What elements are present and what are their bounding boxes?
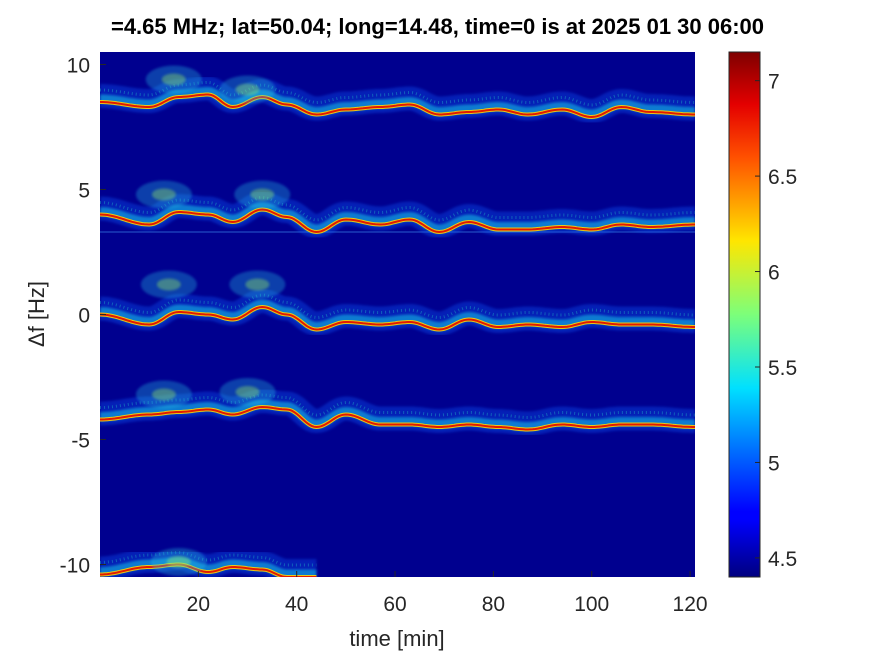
scatter-core (235, 386, 260, 398)
trace-halo (100, 299, 695, 332)
trace-4 (100, 388, 695, 436)
colorbar-tick-label: 4.5 (768, 548, 797, 571)
x-tick-label: 120 (673, 593, 708, 616)
plot-content (100, 65, 695, 577)
trace-core (100, 305, 695, 331)
x-axis-ticks: 20 40 60 80 100 120 (187, 571, 708, 616)
chart-title: =4.65 MHz; lat=50.04; long=14.48, time=0… (110, 14, 765, 39)
colorbar (728, 51, 761, 578)
trace-5 (100, 546, 317, 577)
y-axis-ticks: -10 -5 0 5 10 (60, 55, 106, 578)
y-tick-label: 0 (78, 305, 90, 328)
x-tick-label: 60 (383, 593, 406, 616)
scatter-core (151, 188, 176, 201)
trace-core (100, 405, 695, 431)
scatter-core (250, 188, 275, 201)
trace-core (100, 563, 317, 577)
x-tick-label: 80 (482, 593, 505, 616)
scatter-core (235, 83, 260, 96)
scatter-core (161, 73, 186, 86)
colorbar-tick-label: 5 (768, 452, 780, 475)
colorbar-ticks: 4.5 5 5.5 6 6.5 7 (755, 71, 797, 571)
trace-3 (100, 288, 695, 336)
x-tick-label: 100 (574, 593, 609, 616)
scatter-core (156, 278, 181, 291)
trace-core (100, 93, 695, 119)
scatter-core (245, 278, 270, 291)
y-tick-label: -5 (71, 430, 90, 453)
trace-halo (100, 557, 317, 577)
y-tick-label: -10 (60, 555, 90, 578)
trace-halo (100, 87, 695, 119)
trace-halo (100, 399, 695, 431)
colorbar-tick-label: 6 (768, 262, 780, 285)
colorbar-tick-label: 6.5 (768, 166, 797, 189)
trace-halo (100, 201, 695, 234)
y-tick-label: 5 (78, 180, 90, 203)
scatter-core (166, 556, 191, 568)
trace-speckle (100, 81, 695, 107)
trace-1 (100, 76, 695, 124)
scatter-core (151, 388, 176, 401)
colorbar-tick-label: 7 (768, 71, 780, 94)
x-tick-label: 40 (285, 593, 308, 616)
trace-speckle (100, 551, 317, 567)
y-tick-label: 10 (67, 55, 90, 78)
trace-2 (100, 191, 695, 239)
trace-speckle (100, 195, 695, 222)
trace-core (100, 208, 695, 234)
x-axis-label: time [min] (349, 626, 444, 651)
colorbar-tick-label: 5.5 (768, 357, 797, 380)
trace-speckle (100, 293, 695, 320)
y-axis-label: Δf [Hz] (24, 281, 49, 347)
x-tick-label: 20 (187, 593, 210, 616)
